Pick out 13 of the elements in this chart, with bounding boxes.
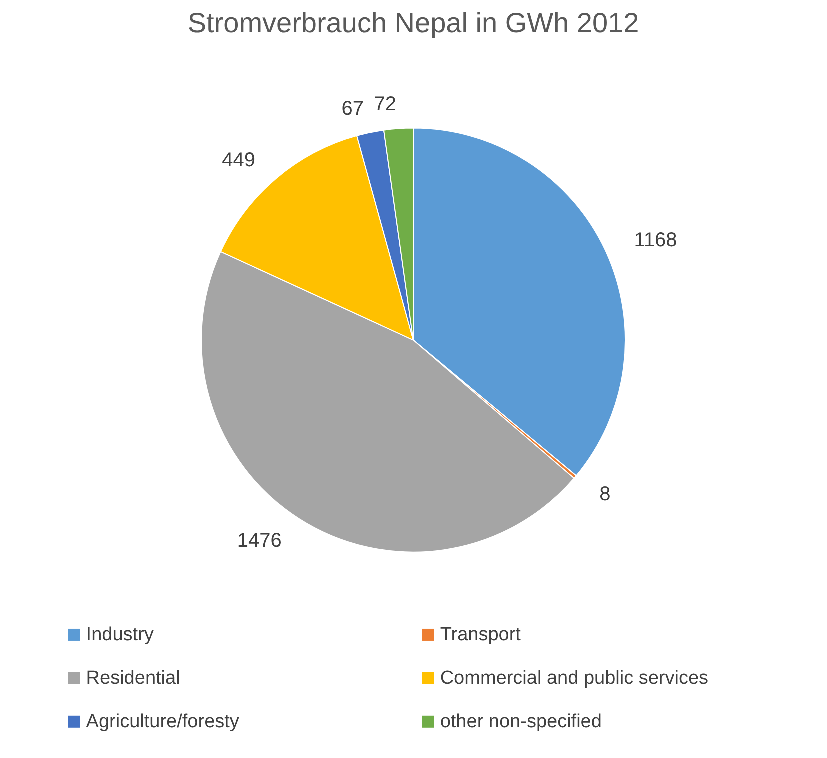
data-label: 1168 (634, 230, 678, 252)
data-label: 72 (374, 93, 396, 116)
data-label: 449 (222, 149, 256, 172)
legend-label: Transport (440, 624, 522, 646)
data-label: 8 (600, 484, 611, 506)
legend-label: Residential (86, 668, 180, 689)
data-label: 1476 (237, 530, 282, 552)
legend-label: Industry (86, 624, 154, 646)
chart-title: Stromverbrauch Nepal in GWh 2012 (188, 8, 640, 38)
legend-label: Agriculture/foresty (86, 711, 240, 732)
data-label: 67 (342, 98, 364, 120)
legend-label: other non-specified (440, 711, 602, 732)
legend-label: Commercial and public services (440, 668, 709, 689)
